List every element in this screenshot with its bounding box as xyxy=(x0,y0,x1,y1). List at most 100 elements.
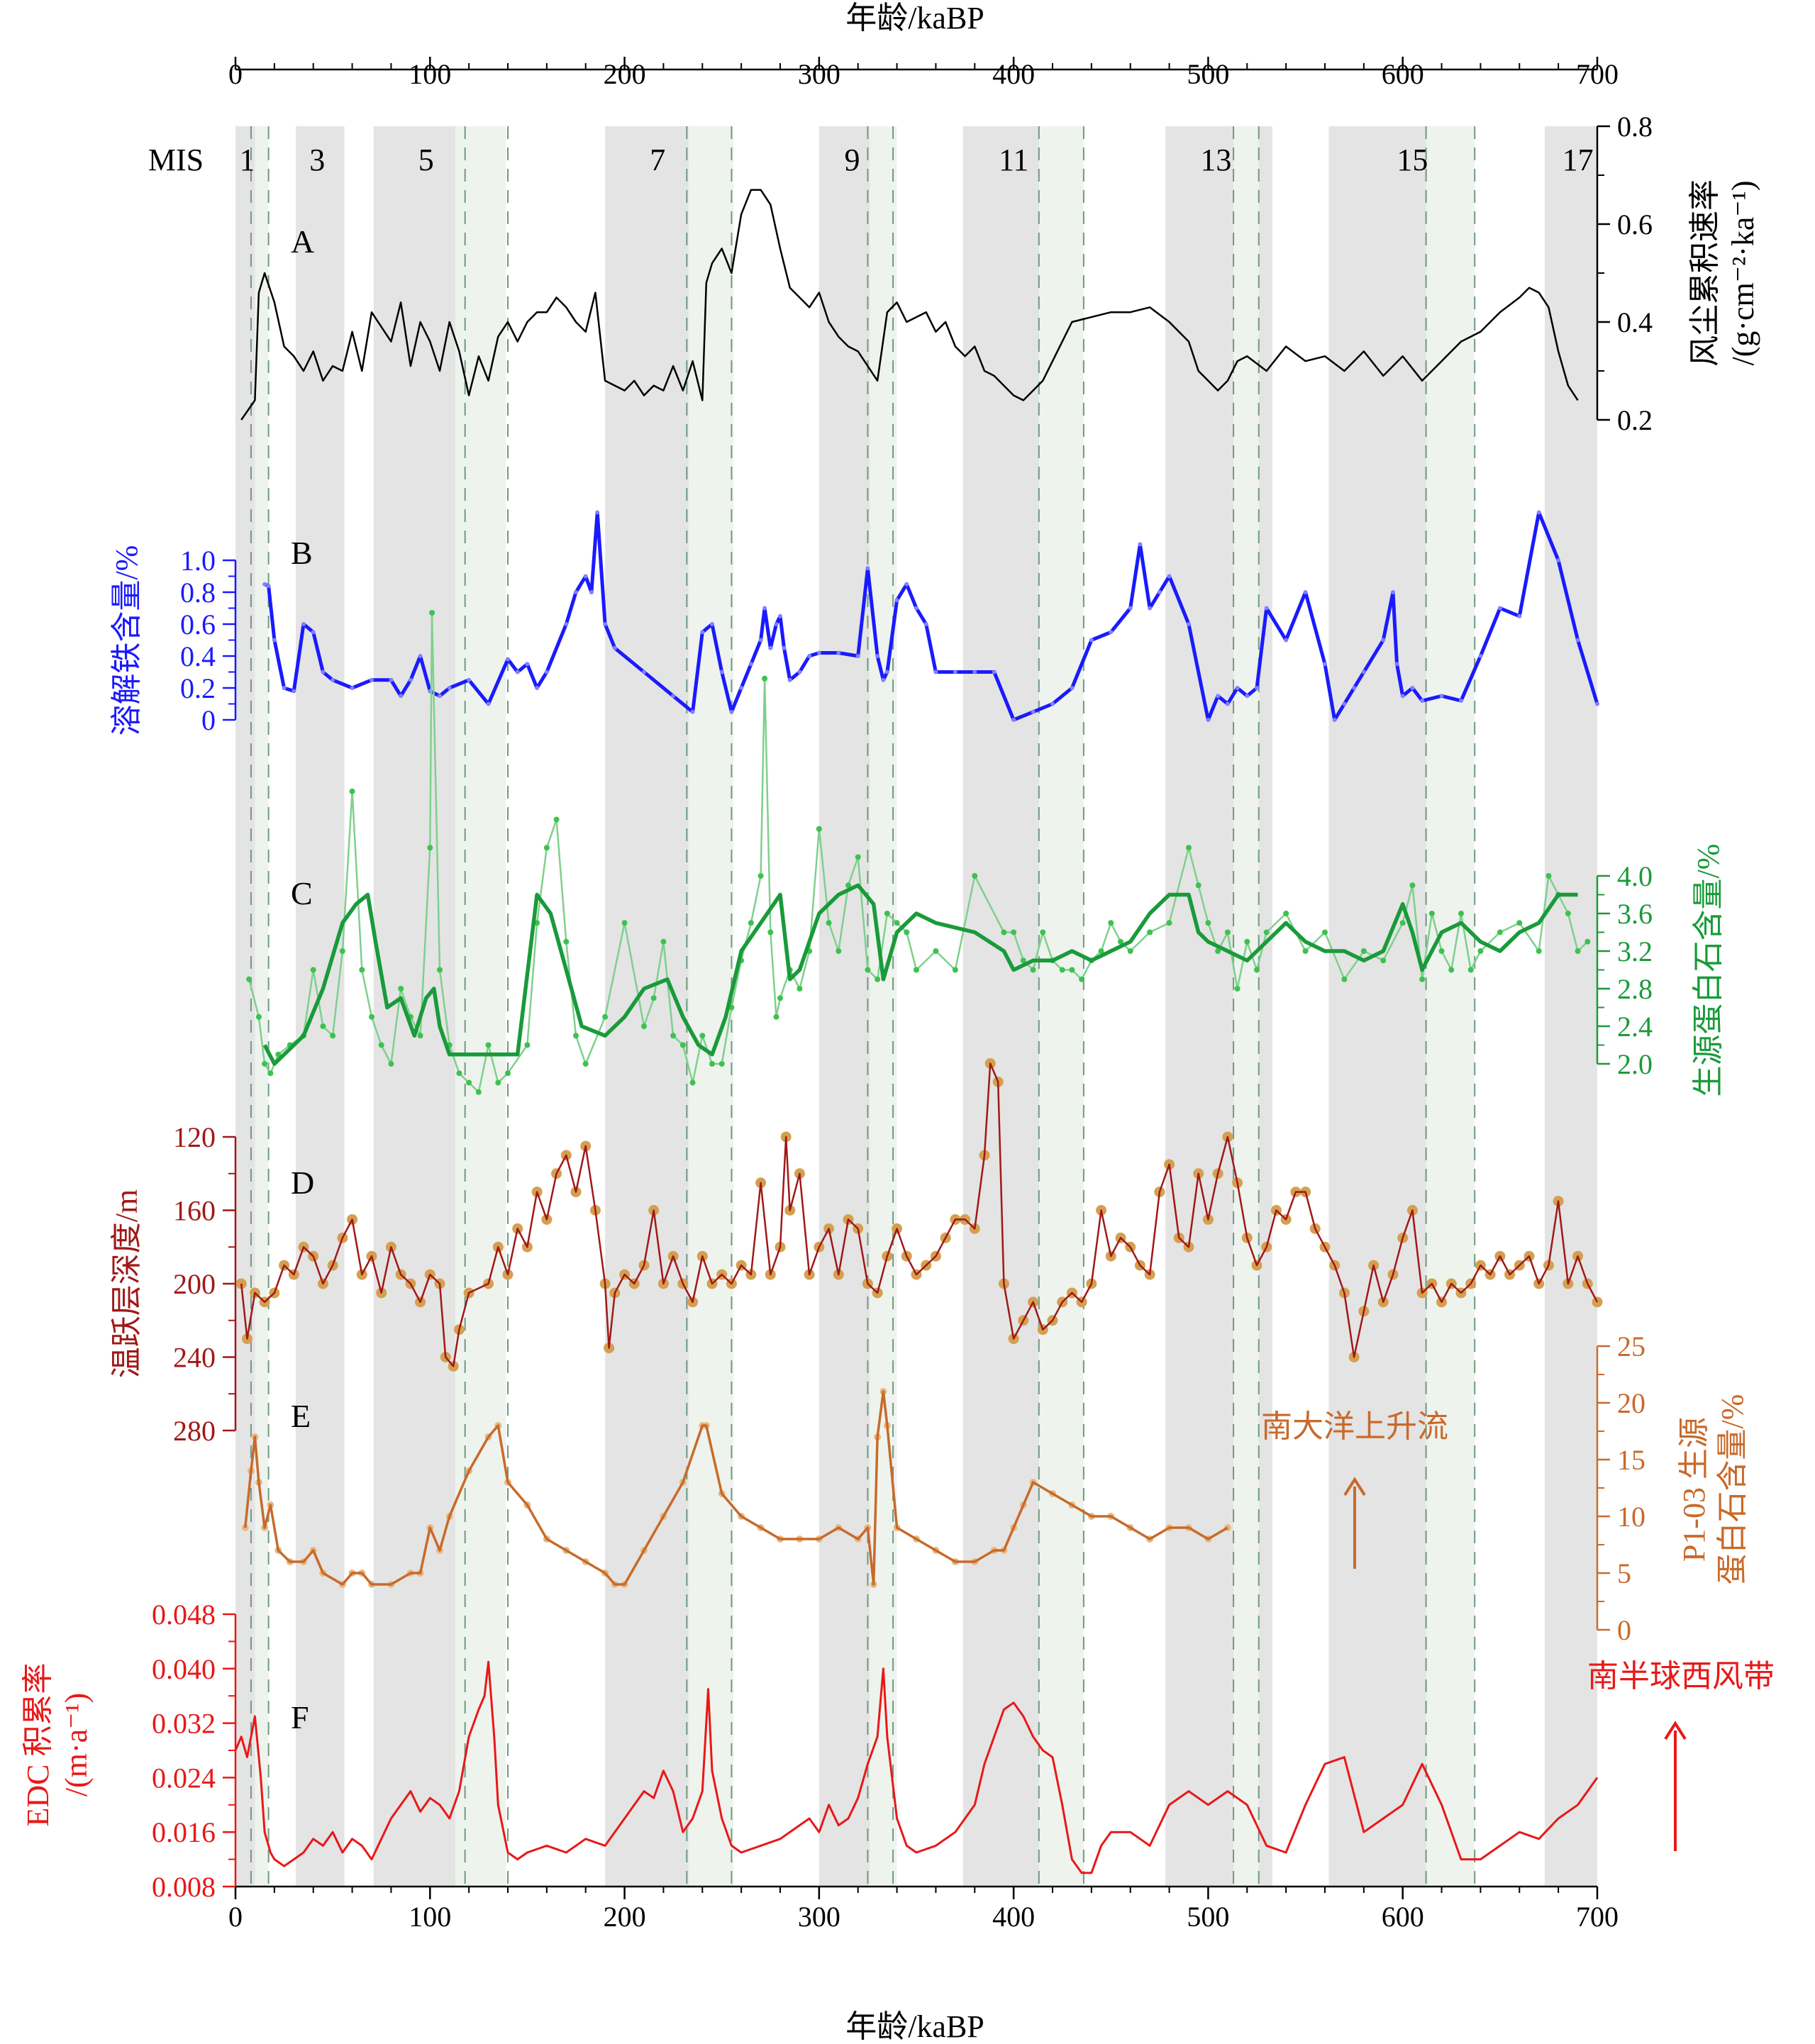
data-point xyxy=(266,584,271,588)
panel-d: D 120 160 200 240 280 温跃层深度/m xyxy=(109,1058,1603,1447)
termination-band xyxy=(455,126,506,1887)
data-point xyxy=(758,638,763,643)
series-line xyxy=(234,1660,1599,1874)
plot-frame xyxy=(235,68,1597,1888)
data-point xyxy=(1497,606,1502,611)
raw-point xyxy=(904,929,910,935)
data-point xyxy=(729,709,734,714)
y-axis-title-line: 蛋白石含量/% xyxy=(1715,1394,1750,1585)
x-axes: 年龄/kaBP 年龄/kaBP 0 0 100 100 200 200 300 300 400 4… xyxy=(228,1,1619,2044)
top-x-tick-label: 200 xyxy=(604,58,646,90)
data-point xyxy=(894,598,899,603)
bottom-x-tick-label: 200 xyxy=(604,1901,646,1933)
data-point xyxy=(408,677,413,682)
y-axis-title-line: EDC 积累率 xyxy=(21,1663,55,1827)
raw-point xyxy=(1497,929,1503,935)
data-point xyxy=(787,677,792,682)
bottom-x-tick-label: 700 xyxy=(1576,1901,1619,1933)
data-point xyxy=(1235,686,1240,690)
raw-point xyxy=(660,938,667,945)
raw-point xyxy=(1477,948,1484,954)
data-point xyxy=(1381,638,1386,643)
y-axis-title-line: 生源蛋白石含量/% xyxy=(1691,844,1726,1097)
raw-point xyxy=(1360,948,1367,954)
data-point xyxy=(583,574,588,579)
raw-point xyxy=(1079,976,1085,982)
y-axis-title: 温跃层深度/m xyxy=(109,1189,144,1378)
data-point xyxy=(778,613,782,618)
raw-point xyxy=(310,967,316,973)
y-axis-title: EDC 积累率/(m·a⁻¹) xyxy=(21,1663,94,1827)
raw-series-line xyxy=(248,611,1589,1094)
y-tick-label: 5 xyxy=(1617,1557,1631,1589)
panel-letter: E xyxy=(291,1398,311,1434)
data-point xyxy=(748,662,753,667)
y-tick-label: 0.024 xyxy=(152,1762,216,1794)
data-point xyxy=(797,670,802,674)
data-point xyxy=(1011,718,1016,722)
data-point xyxy=(525,662,530,667)
raw-point xyxy=(1166,920,1172,926)
data-point xyxy=(612,645,617,650)
data-point xyxy=(1478,654,1483,658)
mis-stage-label: 5 xyxy=(418,143,434,177)
data-point xyxy=(589,590,594,594)
mis-stage-label: 15 xyxy=(1397,143,1428,177)
raw-point xyxy=(398,986,404,992)
raw-point xyxy=(757,873,764,879)
data-point xyxy=(311,630,316,635)
data-point xyxy=(710,622,714,626)
mis-stage-label: 13 xyxy=(1200,143,1231,177)
data-point xyxy=(953,670,958,674)
raw-point xyxy=(1234,986,1240,992)
y-tick-label: 0.032 xyxy=(152,1708,216,1740)
panel-letter: D xyxy=(291,1165,314,1201)
data-point xyxy=(1342,701,1347,706)
raw-point xyxy=(1428,911,1435,916)
y-axis-title-line: 风尘累积速率 xyxy=(1687,179,1722,367)
y-tick-label: 0.008 xyxy=(152,1871,216,1903)
raw-point xyxy=(670,1033,677,1039)
data-point xyxy=(700,630,705,635)
mis-stage-label: 11 xyxy=(999,143,1028,177)
data-point xyxy=(1391,590,1395,594)
data-point xyxy=(1284,638,1289,643)
data-point xyxy=(506,657,510,662)
y-tick-label: 4.0 xyxy=(1617,860,1653,892)
data-point xyxy=(1128,606,1133,611)
y-tick-label: 0.8 xyxy=(1617,111,1653,143)
mis-stage-label: 1 xyxy=(239,143,255,177)
data-point xyxy=(972,670,977,674)
data-point xyxy=(1361,670,1366,674)
raw-point xyxy=(1263,929,1270,935)
data-point xyxy=(690,709,695,714)
raw-point xyxy=(388,1061,394,1067)
y-tick-label: 0 xyxy=(1617,1614,1631,1646)
data-point xyxy=(544,670,549,674)
data-point xyxy=(595,510,600,515)
y-tick-label: 0.2 xyxy=(1617,404,1653,436)
raw-point xyxy=(485,1042,492,1048)
data-point xyxy=(1070,686,1075,690)
data-point xyxy=(389,677,394,682)
y-tick-label: 240 xyxy=(173,1342,216,1374)
raw-point xyxy=(1341,976,1348,982)
y-axis-title: P1-03 生源 蛋白石含量/% xyxy=(1677,1394,1750,1585)
panel-letter: A xyxy=(291,223,314,260)
termination-band xyxy=(1233,126,1259,1887)
data-point xyxy=(1225,701,1230,706)
data-point xyxy=(515,670,520,674)
data-point xyxy=(603,622,608,626)
raw-point xyxy=(1584,938,1591,945)
raw-point xyxy=(1467,967,1474,973)
y-tick-label: 2.0 xyxy=(1617,1048,1653,1080)
bottom-x-tick-label: 0 xyxy=(228,1901,243,1933)
mis-stage-label: 9 xyxy=(844,143,860,177)
data-point xyxy=(1050,701,1055,706)
raw-point xyxy=(1516,920,1523,926)
raw-point xyxy=(1011,929,1017,935)
raw-point xyxy=(1458,911,1464,916)
data-point xyxy=(933,670,938,674)
data-point xyxy=(1323,662,1327,667)
y-tick-label: 200 xyxy=(173,1268,216,1300)
